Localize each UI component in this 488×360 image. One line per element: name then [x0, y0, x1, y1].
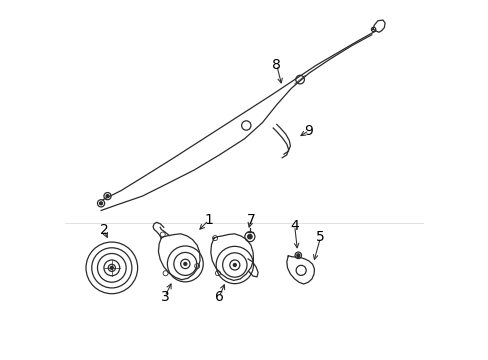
Text: 6: 6	[215, 289, 224, 303]
Text: 5: 5	[316, 230, 324, 244]
Text: 3: 3	[160, 289, 169, 303]
Circle shape	[100, 202, 102, 205]
Circle shape	[247, 234, 251, 239]
Text: 4: 4	[290, 219, 299, 233]
Circle shape	[110, 266, 113, 269]
Circle shape	[106, 195, 109, 198]
Text: 9: 9	[304, 123, 313, 138]
Circle shape	[183, 262, 186, 265]
Circle shape	[371, 27, 375, 32]
Text: 8: 8	[272, 58, 281, 72]
Circle shape	[296, 254, 299, 257]
Text: 7: 7	[246, 213, 255, 227]
Circle shape	[233, 264, 236, 266]
Text: 1: 1	[204, 213, 213, 227]
Text: 2: 2	[100, 223, 108, 237]
